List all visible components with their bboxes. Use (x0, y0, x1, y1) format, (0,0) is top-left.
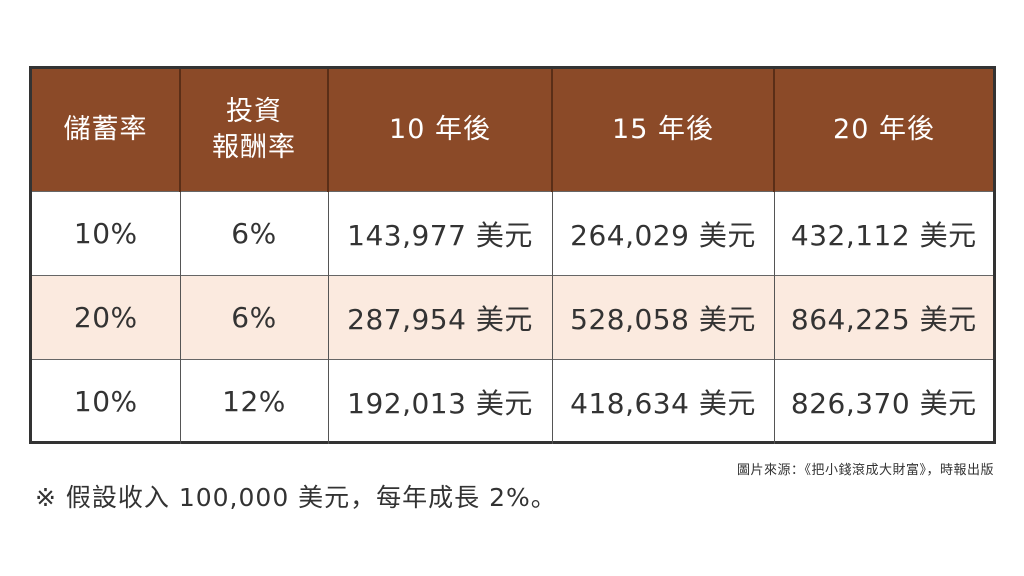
header-10-years: 10 年後 (328, 69, 553, 192)
cell-return-rate: 12% (180, 359, 329, 444)
image-source-credit: 圖片來源：《把小錢滾成大財富》，時報出版 (736, 463, 994, 478)
cell-10-years: 287,954 美元 (328, 275, 553, 360)
header-investment-return-line1: 投資 (226, 95, 282, 127)
cell-20-years: 864,225 美元 (774, 275, 993, 360)
header-investment-return: 投資 報酬率 (180, 69, 329, 192)
header-investment-return-line2: 報酬率 (212, 132, 296, 163)
cell-20-years: 432,112 美元 (774, 191, 993, 276)
cell-saving-rate: 20% (32, 275, 181, 360)
assumption-note: ※ 假設收入 100,000 美元，每年成長 2%。 (35, 483, 557, 512)
table-row: 20% 6% 287,954 美元 528,058 美元 864,225 美元 (32, 275, 993, 360)
cell-return-rate: 6% (180, 275, 329, 360)
savings-growth-table: 儲蓄率 投資 報酬率 10 年後 15 年後 20 年後 10% 6% 143,… (32, 69, 993, 444)
cell-15-years: 264,029 美元 (552, 191, 775, 276)
cell-20-years: 826,370 美元 (774, 359, 993, 444)
header-saving-rate: 儲蓄率 (32, 69, 181, 192)
header-15-years: 15 年後 (552, 69, 775, 192)
cell-15-years: 418,634 美元 (552, 359, 775, 444)
cell-saving-rate: 10% (32, 191, 181, 276)
cell-saving-rate: 10% (32, 359, 181, 444)
table-header-row: 儲蓄率 投資 報酬率 10 年後 15 年後 20 年後 (32, 69, 993, 192)
cell-return-rate: 6% (180, 191, 329, 276)
savings-table-container: 儲蓄率 投資 報酬率 10 年後 15 年後 20 年後 10% 6% 143,… (29, 66, 996, 444)
cell-10-years: 192,013 美元 (328, 359, 553, 444)
cell-15-years: 528,058 美元 (552, 275, 775, 360)
cell-10-years: 143,977 美元 (328, 191, 553, 276)
header-20-years: 20 年後 (774, 69, 993, 192)
table-row: 10% 6% 143,977 美元 264,029 美元 432,112 美元 (32, 191, 993, 276)
table-row: 10% 12% 192,013 美元 418,634 美元 826,370 美元 (32, 359, 993, 444)
